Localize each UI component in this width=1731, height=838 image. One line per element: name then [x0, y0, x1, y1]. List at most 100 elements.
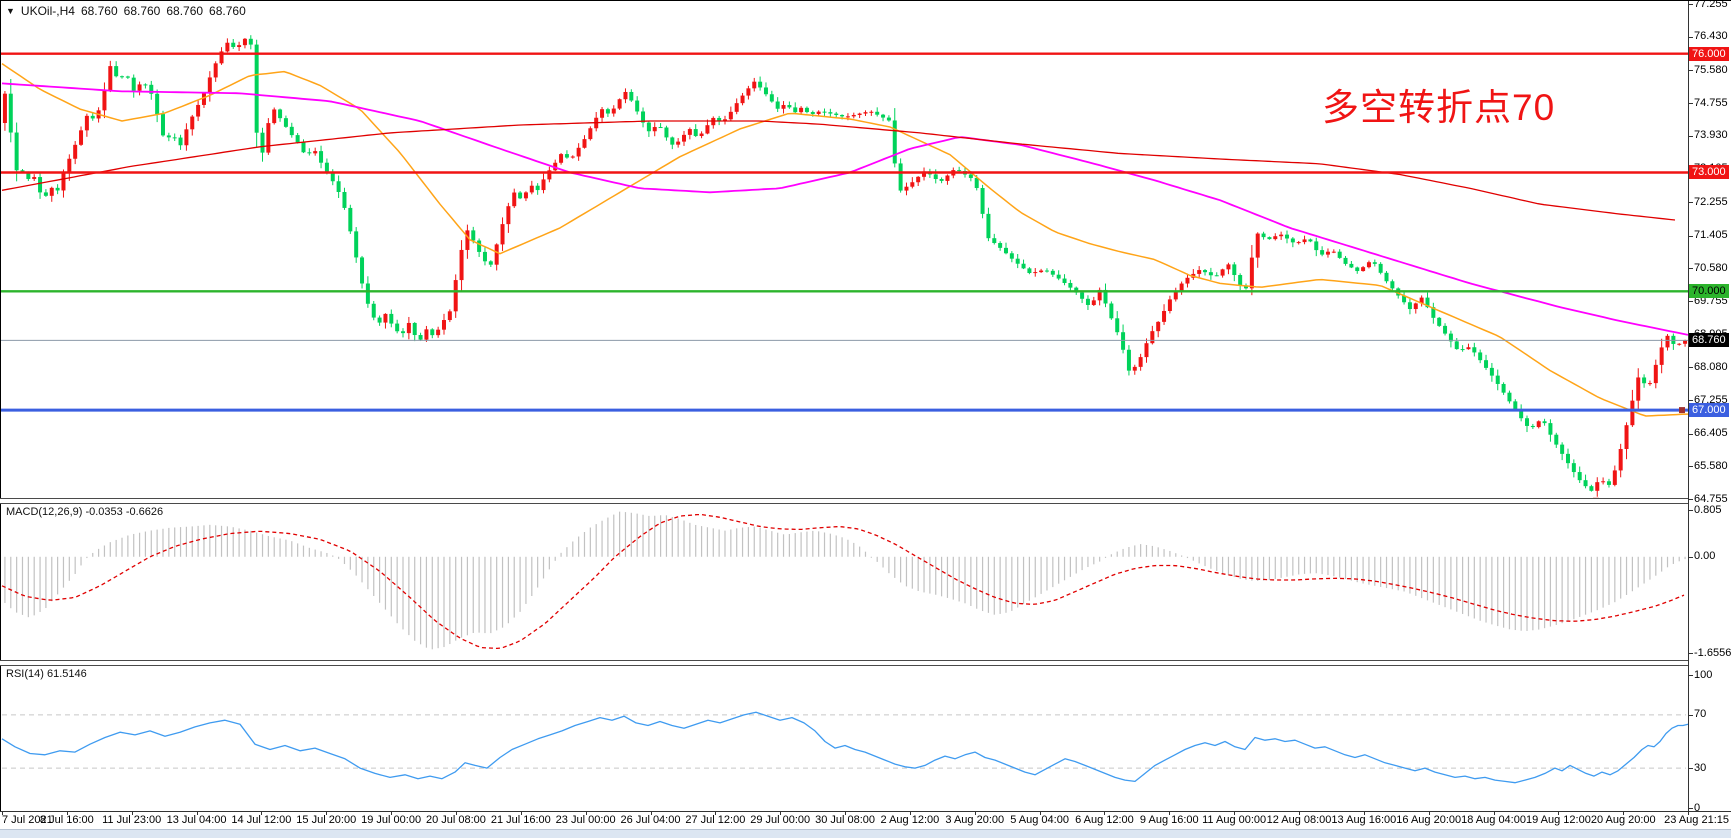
price-tick — [1688, 36, 1693, 38]
macd-histogram-bar — [185, 526, 188, 557]
candle-body — [676, 141, 681, 145]
candle-body — [1665, 335, 1670, 348]
time-tick — [780, 811, 782, 815]
macd-histogram-bar — [659, 515, 662, 557]
price-axis-label: 75.580 — [1694, 63, 1728, 76]
candle-body — [166, 135, 171, 138]
candle-body — [114, 66, 119, 77]
macd-histogram-bar — [209, 524, 211, 557]
candle-body — [1478, 352, 1483, 361]
price-axis-label: 64.755 — [1694, 492, 1728, 505]
macd-histogram-bar — [1017, 556, 1019, 608]
candle-body — [1162, 310, 1167, 322]
macd-histogram-bar — [730, 529, 732, 557]
macd-histogram-bar — [905, 556, 908, 587]
candle-body — [1314, 241, 1319, 251]
candle-body — [559, 154, 564, 163]
macd-histogram-bar — [548, 556, 550, 570]
time-tick — [1623, 811, 1625, 815]
candle-body — [1466, 347, 1471, 350]
panel-separator-rsi[interactable] — [0, 660, 1689, 666]
candle-body — [1659, 347, 1664, 365]
macd-histogram-bar — [864, 551, 867, 557]
macd-histogram-bar — [794, 533, 796, 557]
macd-histogram-bar — [1210, 556, 1212, 569]
macd-histogram-bar — [1298, 556, 1300, 575]
macd-histogram-bar — [1087, 556, 1089, 568]
macd-histogram-bar — [1181, 555, 1183, 557]
candle-body — [1085, 298, 1090, 305]
macd-histogram-bar — [33, 556, 35, 616]
macd-histogram-bar — [882, 556, 884, 568]
candle-body — [752, 81, 757, 89]
candle-body — [687, 129, 692, 135]
macd-histogram-bar — [1192, 556, 1194, 561]
candle-body — [1647, 383, 1652, 385]
candle-body — [73, 144, 78, 159]
macd-histogram-bar — [1380, 556, 1382, 587]
panel-separator-macd[interactable] — [0, 498, 1689, 504]
candle-body — [793, 107, 798, 113]
macd-histogram-bar — [1549, 556, 1552, 627]
macd-histogram-bar — [484, 556, 486, 634]
candle-body — [1097, 289, 1102, 301]
ma-slow-red-line[interactable] — [1, 120, 1676, 221]
macd-histogram-bar — [1368, 556, 1370, 585]
macd-histogram-bar — [572, 541, 574, 557]
candle-body — [1185, 277, 1190, 284]
macd-histogram-bar — [970, 556, 972, 607]
macd-histogram-bar — [1128, 547, 1130, 557]
candle-body — [1431, 307, 1436, 318]
time-axis-label: 7 Jul 2021 — [2, 814, 53, 826]
candle-body — [1583, 480, 1588, 487]
macd-histogram-bar — [267, 535, 269, 557]
macd-histogram-bar — [1561, 556, 1563, 624]
candle-body — [1536, 421, 1541, 428]
macd-histogram-bar — [583, 531, 586, 557]
candle-body — [705, 125, 710, 134]
time-axis-label: 30 Jul 08:00 — [815, 814, 876, 826]
time-tick — [520, 811, 522, 815]
dropdown-icon[interactable]: ▼ — [6, 6, 15, 16]
symbol-label: UKOil-,H4 — [20, 4, 75, 18]
price-tick — [1688, 499, 1693, 500]
macd-histogram-bar — [86, 556, 88, 559]
candle-body — [523, 192, 528, 199]
macd-histogram-bar — [747, 527, 750, 557]
candle-body — [1501, 383, 1506, 393]
macd-histogram-bar — [589, 527, 591, 557]
rsi-line[interactable] — [1, 711, 1689, 784]
level-line-handle[interactable] — [1679, 407, 1685, 414]
candle-body — [1653, 364, 1658, 384]
macd-histogram-bar — [531, 556, 533, 596]
candle-body — [734, 103, 739, 112]
candle-body — [1167, 299, 1172, 311]
candle-body — [424, 329, 429, 340]
candle-body — [1208, 272, 1213, 276]
candle-body — [371, 303, 376, 318]
macd-signal-line[interactable] — [1, 513, 1685, 650]
macd-histogram-bar — [1555, 556, 1557, 625]
macd-histogram-bar — [1245, 556, 1247, 580]
macd-histogram-bar — [1286, 556, 1288, 577]
macd-histogram-bar — [179, 527, 182, 557]
macd-histogram-bar — [636, 513, 638, 557]
macd-histogram-bar — [900, 556, 902, 583]
macd-histogram-bar — [507, 556, 509, 624]
macd-histogram-bar — [542, 556, 545, 579]
candle-body — [342, 191, 347, 208]
macd-histogram-bar — [823, 532, 826, 557]
macd-histogram-bar — [1672, 556, 1674, 564]
ma-fast-orange-line[interactable] — [1, 62, 1689, 417]
candle-body — [717, 117, 722, 121]
candle-body — [1642, 377, 1647, 384]
candle-body — [149, 84, 154, 94]
time-tick — [1688, 811, 1690, 815]
candle-body — [957, 170, 962, 172]
candle-body — [664, 127, 669, 138]
macd-histogram-bar — [964, 556, 966, 604]
candle-body — [1349, 263, 1354, 268]
macd-histogram-bar — [1579, 556, 1581, 617]
candle-body — [851, 114, 856, 117]
